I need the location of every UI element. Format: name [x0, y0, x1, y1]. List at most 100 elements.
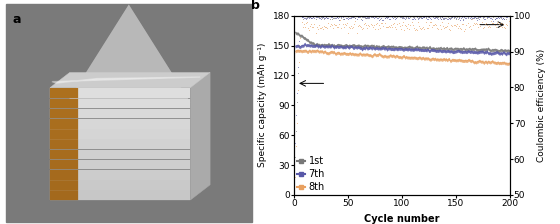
Point [374, 14, 382, 18]
Point [299, 16, 308, 20]
Point [319, 15, 328, 18]
Point [357, 27, 366, 31]
Point [344, 16, 353, 19]
Point [489, 21, 498, 24]
Point [407, 13, 416, 17]
Point [390, 14, 399, 18]
Point [360, 15, 368, 19]
Polygon shape [50, 170, 190, 180]
Point [326, 15, 335, 19]
Point [305, 28, 314, 31]
Point [315, 16, 324, 19]
Point [383, 15, 392, 19]
Point [342, 15, 351, 18]
Point [362, 16, 371, 20]
Point [314, 16, 323, 19]
Point [461, 16, 470, 19]
Point [391, 15, 400, 19]
Point [292, 129, 301, 133]
Point [342, 21, 351, 25]
Point [361, 21, 370, 25]
Point [500, 18, 508, 21]
Point [493, 15, 502, 19]
Point [472, 16, 480, 20]
Polygon shape [50, 160, 190, 169]
Point [334, 14, 343, 17]
Polygon shape [50, 150, 190, 159]
Point [372, 16, 381, 20]
Point [346, 26, 354, 30]
Point [347, 24, 356, 28]
Point [296, 13, 305, 17]
Point [382, 16, 391, 19]
Point [349, 26, 358, 29]
Point [463, 21, 472, 25]
Point [398, 16, 407, 19]
Point [334, 25, 343, 29]
Point [412, 28, 421, 32]
Point [309, 15, 318, 18]
Point [417, 16, 426, 20]
Point [458, 22, 466, 26]
Point [350, 15, 359, 18]
Point [487, 15, 496, 18]
Point [301, 17, 310, 21]
Point [502, 17, 511, 21]
Point [318, 16, 326, 19]
Point [361, 16, 370, 19]
Point [311, 31, 320, 34]
Point [498, 25, 507, 28]
Point [463, 16, 472, 20]
Point [337, 16, 346, 19]
Point [491, 16, 500, 19]
Point [469, 16, 478, 19]
Point [308, 14, 317, 18]
Point [430, 24, 438, 27]
Point [470, 15, 479, 19]
Point [428, 23, 437, 27]
Point [422, 14, 431, 18]
Point [449, 24, 458, 27]
Point [365, 24, 374, 28]
Point [440, 16, 449, 19]
Point [423, 26, 432, 29]
Point [497, 21, 506, 25]
Point [426, 14, 435, 18]
Point [427, 14, 436, 18]
Point [462, 23, 471, 27]
Point [399, 15, 408, 18]
Point [410, 28, 419, 32]
Point [356, 25, 365, 28]
Point [398, 23, 407, 27]
Point [309, 26, 318, 29]
Point [332, 23, 340, 27]
Point [447, 16, 456, 19]
Point [404, 23, 413, 26]
Point [484, 14, 493, 18]
Point [371, 15, 380, 19]
Point [490, 23, 499, 27]
Point [477, 14, 486, 17]
Point [418, 27, 427, 30]
Point [403, 26, 412, 30]
Point [452, 13, 461, 16]
Point [486, 16, 494, 19]
Point [365, 15, 374, 19]
Point [329, 14, 338, 18]
Polygon shape [50, 88, 78, 98]
Point [423, 15, 432, 18]
Point [455, 24, 464, 27]
Point [406, 15, 415, 18]
Point [416, 15, 424, 19]
Point [486, 15, 494, 18]
Point [476, 15, 485, 19]
Point [338, 23, 347, 26]
Polygon shape [50, 99, 78, 108]
Point [325, 17, 334, 21]
Point [300, 14, 309, 18]
Point [486, 25, 494, 29]
Point [297, 15, 306, 19]
Point [470, 14, 479, 18]
Point [498, 16, 507, 20]
Point [500, 17, 508, 21]
